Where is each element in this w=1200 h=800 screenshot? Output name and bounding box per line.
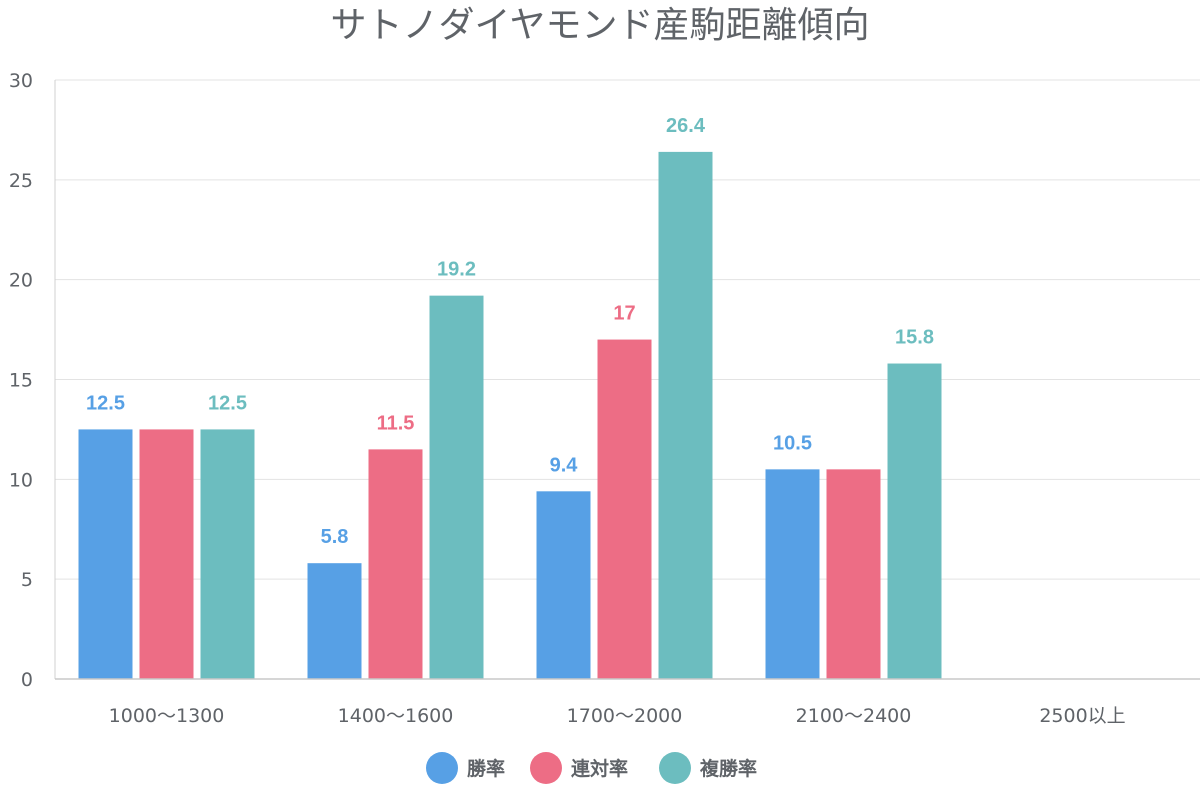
- data-label: 17: [613, 303, 635, 325]
- y-tick-label: 20: [9, 270, 33, 292]
- x-tick-label: 2500以上: [1039, 705, 1125, 727]
- legend-swatch: [659, 752, 691, 784]
- bar-2-2[interactable]: [368, 449, 423, 679]
- y-tick-label: 30: [9, 70, 33, 92]
- bar-2-4[interactable]: [826, 469, 881, 679]
- data-label: 12.5: [86, 392, 125, 414]
- bar-1-2[interactable]: [307, 563, 362, 679]
- data-label: 11.5: [377, 412, 415, 434]
- x-tick-label: 1700〜2000: [567, 705, 683, 727]
- data-labels: 12.5 12.5 5.8 11.5 19.2 9.4 17 26.4 10.5 15.8: [86, 115, 934, 548]
- x-tick-label: 1400〜1600: [338, 705, 454, 727]
- y-tick-label: 5: [21, 569, 33, 591]
- x-tick-label: 2100〜2400: [796, 705, 912, 727]
- data-label: 10.5: [773, 432, 812, 454]
- bar-3-2[interactable]: [429, 295, 484, 679]
- data-label: 19.2: [437, 259, 476, 281]
- bar-2-1[interactable]: [139, 429, 194, 679]
- legend-item[interactable]: 連対率: [530, 752, 628, 784]
- legend-item[interactable]: 複勝率: [659, 752, 757, 784]
- y-tick-label: 0: [21, 669, 33, 691]
- data-label: 15.8: [895, 327, 934, 349]
- data-label: 26.4: [666, 115, 706, 137]
- data-label: 12.5: [208, 392, 247, 414]
- axes: 0 5 10 15 20 25 30 1000〜1300 1400〜1600 1700〜2000 2…: [9, 70, 1200, 727]
- y-tick-label: 10: [9, 469, 33, 491]
- y-tick-label: 25: [9, 170, 33, 192]
- y-tick-label: 15: [9, 370, 33, 392]
- x-tick-label: 1000〜1300: [109, 705, 225, 727]
- legend-label: 連対率: [571, 757, 628, 780]
- chart-title: サトノダイヤモンド産駒距離傾向: [331, 5, 870, 46]
- bar-3-4[interactable]: [887, 363, 942, 679]
- legend-swatch: [530, 752, 562, 784]
- bar-2-3[interactable]: [597, 339, 652, 679]
- legend[interactable]: 勝率 連対率 複勝率: [426, 752, 757, 784]
- legend-label: 勝率: [467, 757, 505, 780]
- bar-1-3[interactable]: [536, 491, 591, 679]
- data-label: 9.4: [550, 454, 579, 476]
- bar-1-1[interactable]: [78, 429, 133, 679]
- bars: [78, 151, 942, 679]
- bar-3-1[interactable]: [200, 429, 255, 679]
- legend-swatch: [426, 752, 458, 784]
- bar-3-3[interactable]: [658, 151, 713, 679]
- bar-1-4[interactable]: [765, 469, 820, 679]
- legend-label: 複勝率: [699, 757, 757, 780]
- legend-item[interactable]: 勝率: [426, 752, 505, 784]
- data-label: 5.8: [321, 526, 349, 548]
